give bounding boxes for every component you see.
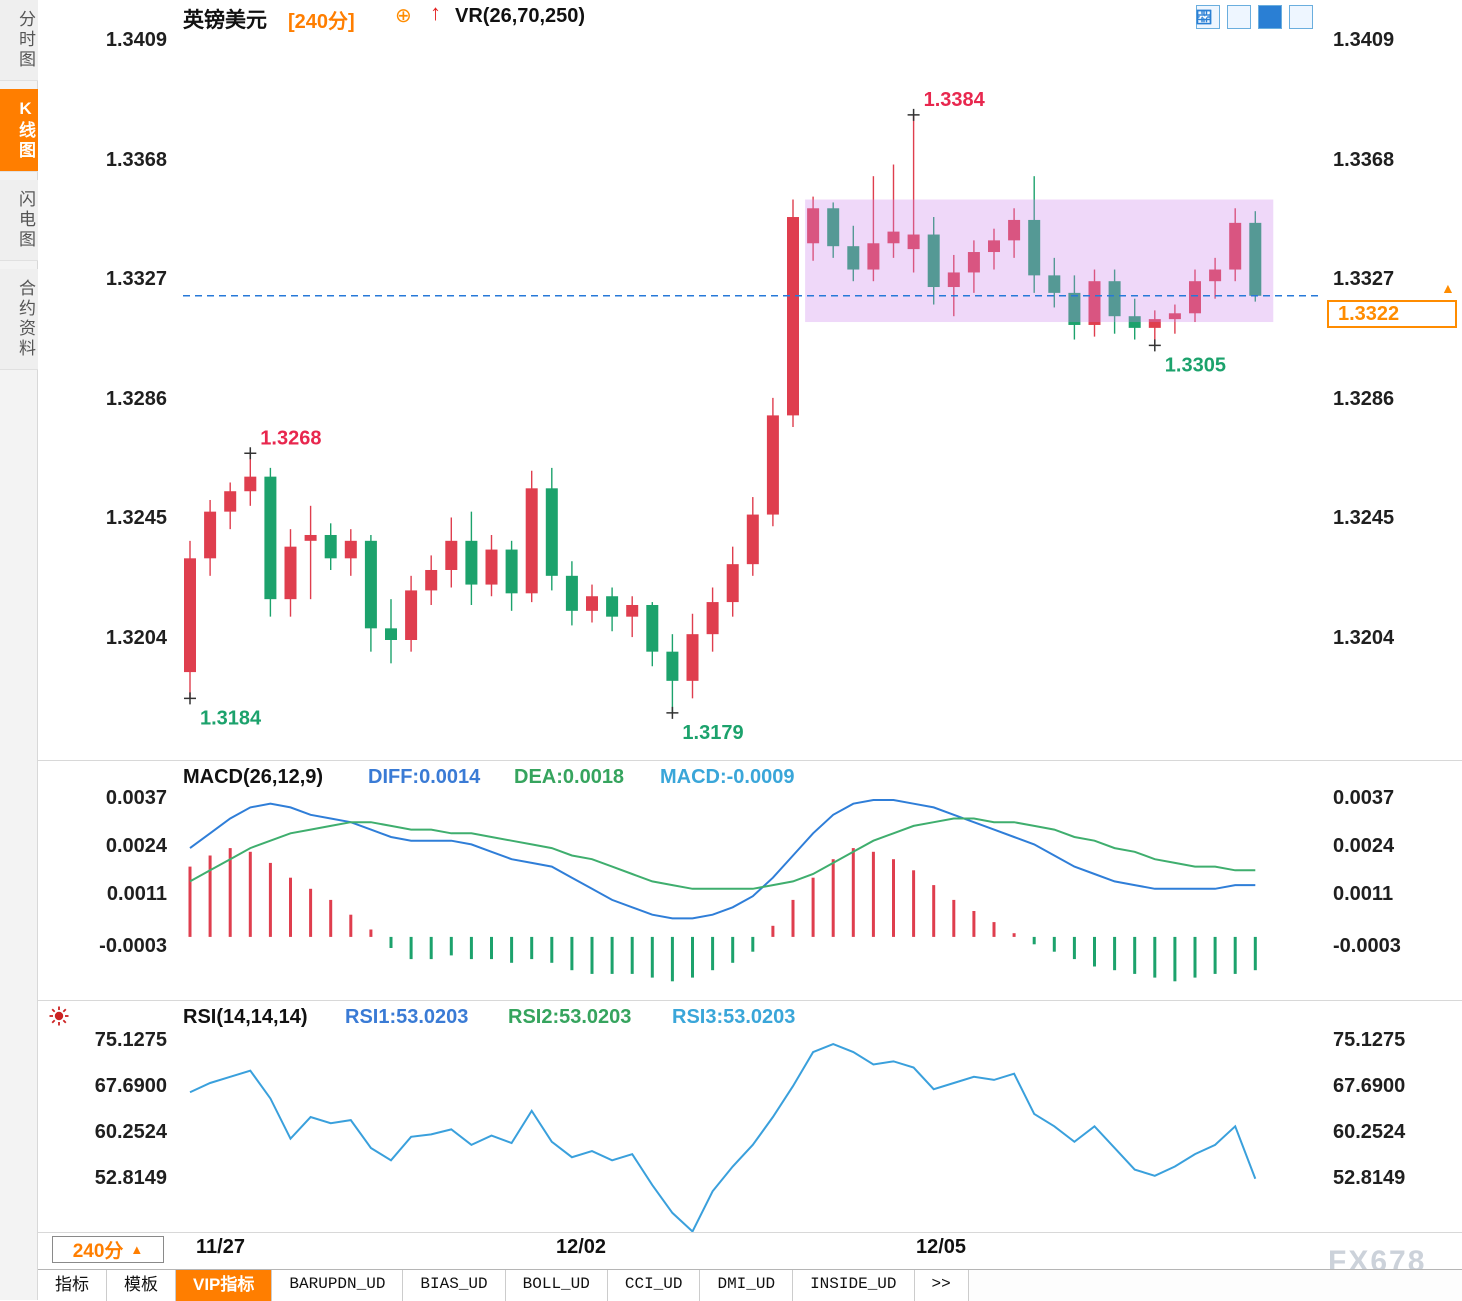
macd-y-label: -0.0003 — [1333, 935, 1401, 957]
rsi3-value: RSI3:53.0203 — [672, 1006, 796, 1028]
layout-columns-icon[interactable] — [1196, 5, 1251, 29]
chart-toolbar — [1196, 5, 1313, 29]
tab-indicators[interactable]: 指标 — [38, 1270, 107, 1301]
macd-dea-value: DEA:0.0018 — [514, 766, 625, 788]
add-indicator-icon[interactable]: ⊕ — [395, 5, 412, 27]
main-y-label: 1.3409 — [105, 29, 167, 51]
main-y-label: 1.3245 — [105, 507, 167, 529]
highlight-box — [805, 199, 1274, 323]
macd-y-label: 0.0037 — [105, 787, 167, 809]
panel-divider — [38, 1232, 1462, 1233]
rsi-y-label: 60.2524 — [94, 1121, 167, 1143]
rsi-y-label: 67.6900 — [94, 1075, 167, 1097]
sidebar-tab-label: 闪电图 — [16, 190, 35, 250]
rsi-y-label: 52.8149 — [94, 1167, 167, 1189]
price-pointer-icon: ▲ — [1441, 280, 1455, 296]
tab-overflow-more[interactable]: >> — [914, 1270, 969, 1301]
svg-text:1.3179: 1.3179 — [682, 722, 743, 744]
rsi-y-label: 67.6900 — [1333, 1075, 1406, 1097]
macd-histogram — [188, 848, 1257, 982]
macd-y-label: 0.0024 — [105, 835, 167, 857]
main-y-label: 1.3204 — [1333, 627, 1395, 649]
macd-diff-line — [189, 799, 1256, 920]
tab-dmi-ud[interactable]: DMI_UD — [700, 1270, 794, 1301]
sidebar-tab-contract-info[interactable]: 合约资料 — [0, 269, 38, 370]
tab-boll-ud[interactable]: BOLL_UD — [505, 1270, 608, 1301]
svg-text:1.3268: 1.3268 — [260, 427, 321, 449]
panel-divider — [38, 760, 1462, 761]
period-label: [240分] — [288, 11, 355, 33]
x-axis-label: 11/27 — [196, 1236, 245, 1258]
period-selector-button[interactable]: 240分 ▲ — [52, 1236, 164, 1263]
macd-y-label: 0.0011 — [106, 883, 167, 905]
sidebar: 分时图 K线图 闪电图 合约资料 — [0, 0, 38, 1300]
x-axis-label: 12/05 — [916, 1236, 967, 1258]
macd-dea-line — [189, 817, 1256, 890]
tab-bias-ud[interactable]: BIAS_UD — [403, 1270, 506, 1301]
main-y-label: 1.3245 — [1333, 507, 1395, 529]
sidebar-tab-label: 合约资料 — [16, 279, 35, 359]
macd-y-label: -0.0003 — [99, 935, 167, 957]
price-annotation: 1.3184 — [184, 692, 262, 729]
sidebar-tab-label: 分时图 — [16, 10, 35, 70]
macd-y-label: 0.0024 — [1333, 835, 1395, 857]
tab-templates[interactable]: 模板 — [107, 1270, 176, 1301]
svg-text:1.3305: 1.3305 — [1165, 354, 1226, 376]
rsi-y-label: 75.1275 — [94, 1029, 167, 1051]
tab-barupdn-ud[interactable]: BARUPDN_UD — [272, 1270, 404, 1301]
main-y-label: 1.3327 — [1333, 268, 1395, 290]
macd-y-label: 0.0011 — [1333, 883, 1394, 905]
rsi-y-label: 52.8149 — [1333, 1167, 1406, 1189]
indicator-tab-bar: 指标 模板 VIP指标 BARUPDN_UD BIAS_UD BOLL_UD C… — [38, 1269, 1462, 1301]
main-y-label: 1.3286 — [1333, 388, 1395, 410]
macd-title: MACD(26,12,9) — [183, 766, 324, 788]
price-annotation: 1.3179 — [666, 706, 744, 744]
sun-icon[interactable] — [48, 1005, 70, 1027]
price-annotation: 1.3305 — [1148, 339, 1226, 376]
macd-diff-value: DIFF:0.0014 — [368, 766, 481, 788]
rsi2-value: RSI2:53.0203 — [508, 1006, 632, 1028]
rsi-y-label: 75.1275 — [1333, 1029, 1406, 1051]
sidebar-tab-kline-chart[interactable]: K线图 — [0, 89, 38, 172]
tab-inside-ud[interactable]: INSIDE_UD — [793, 1270, 915, 1301]
layout-rows-icon[interactable] — [1196, 5, 1313, 29]
price-annotation: 1.3384 — [907, 89, 986, 121]
macd-chart-canvas[interactable] — [0, 760, 1462, 1000]
main-chart-canvas[interactable]: 1.3384 1.3268 1.3184 1.3179 1.3305 — [0, 30, 1462, 760]
rsi1-value: RSI1:53.0203 — [345, 1006, 469, 1028]
rsi-line — [189, 1042, 1257, 1234]
svg-text:1.3184: 1.3184 — [200, 707, 262, 729]
main-y-label: 1.3204 — [105, 627, 167, 649]
main-y-label: 1.3286 — [105, 388, 167, 410]
x-axis-label: 12/02 — [556, 1236, 607, 1258]
rsi-title: RSI(14,14,14) — [183, 1006, 308, 1028]
sidebar-tab-lightning-chart[interactable]: 闪电图 — [0, 180, 38, 261]
main-y-label: 1.3368 — [1333, 149, 1395, 171]
macd-y-label: 0.0037 — [1333, 787, 1395, 809]
symbol-title: 英镑美元 — [183, 9, 267, 32]
rsi-chart-canvas[interactable] — [0, 1000, 1462, 1235]
sidebar-tab-time-chart[interactable]: 分时图 — [0, 0, 38, 81]
main-y-label: 1.3327 — [105, 268, 167, 290]
price-annotation: 1.3268 — [244, 427, 321, 460]
main-y-label: 1.3409 — [1333, 29, 1395, 51]
vr-up-arrow-icon: ↑ — [430, 0, 441, 25]
vr-indicator-label: VR(26,70,250) — [455, 5, 586, 27]
svg-text:1.3384: 1.3384 — [924, 89, 986, 111]
chart-view-icon[interactable] — [1197, 5, 1282, 29]
rsi-y-label: 60.2524 — [1333, 1121, 1406, 1143]
current-price-value: 1.3322 — [1338, 302, 1400, 325]
tab-cci-ud[interactable]: CCI_UD — [607, 1270, 701, 1301]
candles-group — [184, 114, 1262, 713]
sidebar-tab-label: K线图 — [16, 99, 35, 161]
current-price-tag: 1.3322 — [1327, 300, 1457, 328]
triangle-up-icon: ▲ — [130, 1242, 144, 1257]
main-y-label: 1.3368 — [105, 149, 167, 171]
panel-divider — [38, 1000, 1462, 1001]
period-selector-label: 240分 — [72, 1241, 124, 1262]
macd-hist-value: MACD:-0.0009 — [660, 766, 795, 788]
tab-vip-indicators[interactable]: VIP指标 — [176, 1270, 273, 1301]
